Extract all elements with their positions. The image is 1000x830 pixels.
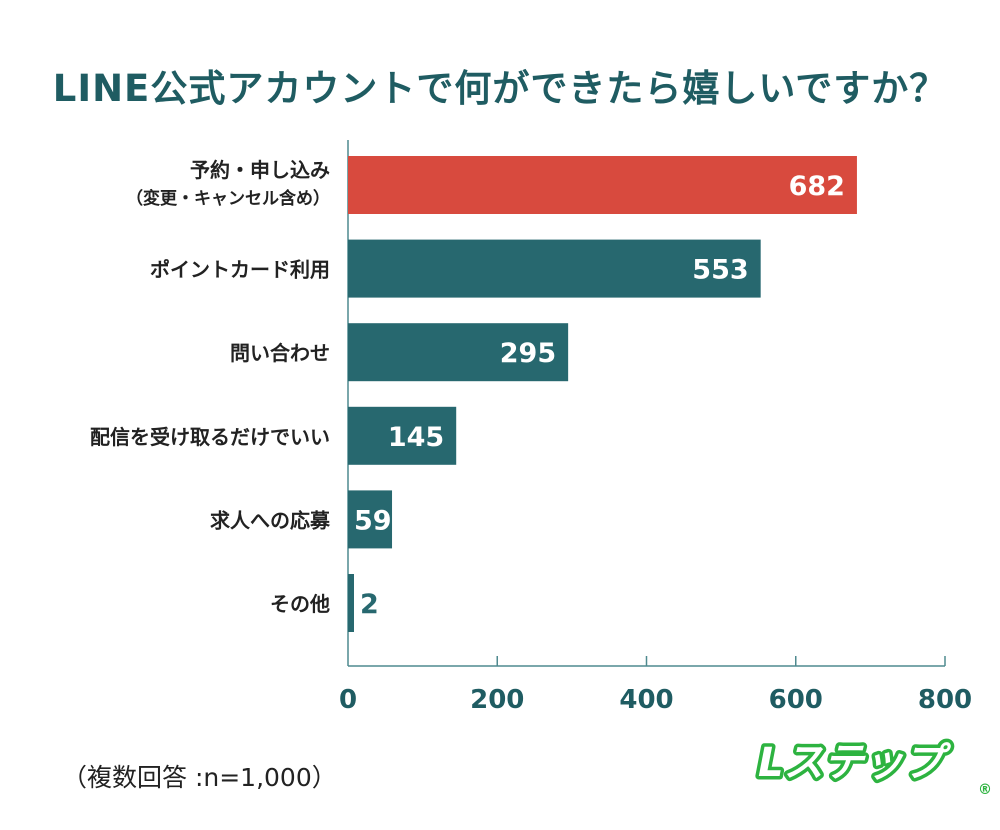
bar <box>348 239 761 298</box>
sample-note: （複数回答 :n=1,000） <box>62 763 337 792</box>
data-label: 295 <box>500 338 556 369</box>
x-tick-label: 0 <box>339 685 357 715</box>
bar <box>348 323 569 382</box>
chart-title: LINE公式アカウントで何ができたら嬉しいですか？ <box>52 67 948 110</box>
x-tick-label: 800 <box>918 685 972 715</box>
lstep-logo: Lステップ ® <box>755 737 993 799</box>
x-tick-label: 400 <box>619 685 673 715</box>
category-label: 配信を受け取るだけでいい <box>90 425 330 449</box>
bar <box>348 406 457 465</box>
registered-mark: ® <box>978 782 992 798</box>
x-tick-label: 600 <box>769 685 823 715</box>
category-label: 予約・申し込み <box>190 158 330 182</box>
bar <box>348 490 393 549</box>
data-label: 59 <box>354 505 392 536</box>
data-label: 553 <box>692 255 748 286</box>
category-label: その他 <box>270 592 330 616</box>
data-label: 2 <box>360 589 379 620</box>
bar <box>348 156 857 214</box>
x-tick-label: 200 <box>470 685 524 715</box>
bar-chart: 0 200 400 600 800 682 予約・申し込み （変更・キャンセル含め） 553 ポイ… <box>90 140 972 715</box>
category-label: 求人への応募 <box>210 508 331 532</box>
logo-text: Lステップ <box>758 740 951 786</box>
category-label: （変更・キャンセル含め） <box>126 188 330 209</box>
data-label: 682 <box>789 171 845 202</box>
category-label: ポイントカード利用 <box>150 258 330 282</box>
category-label: 問い合わせ <box>230 341 330 365</box>
data-label: 145 <box>388 422 444 453</box>
bar <box>348 574 354 632</box>
